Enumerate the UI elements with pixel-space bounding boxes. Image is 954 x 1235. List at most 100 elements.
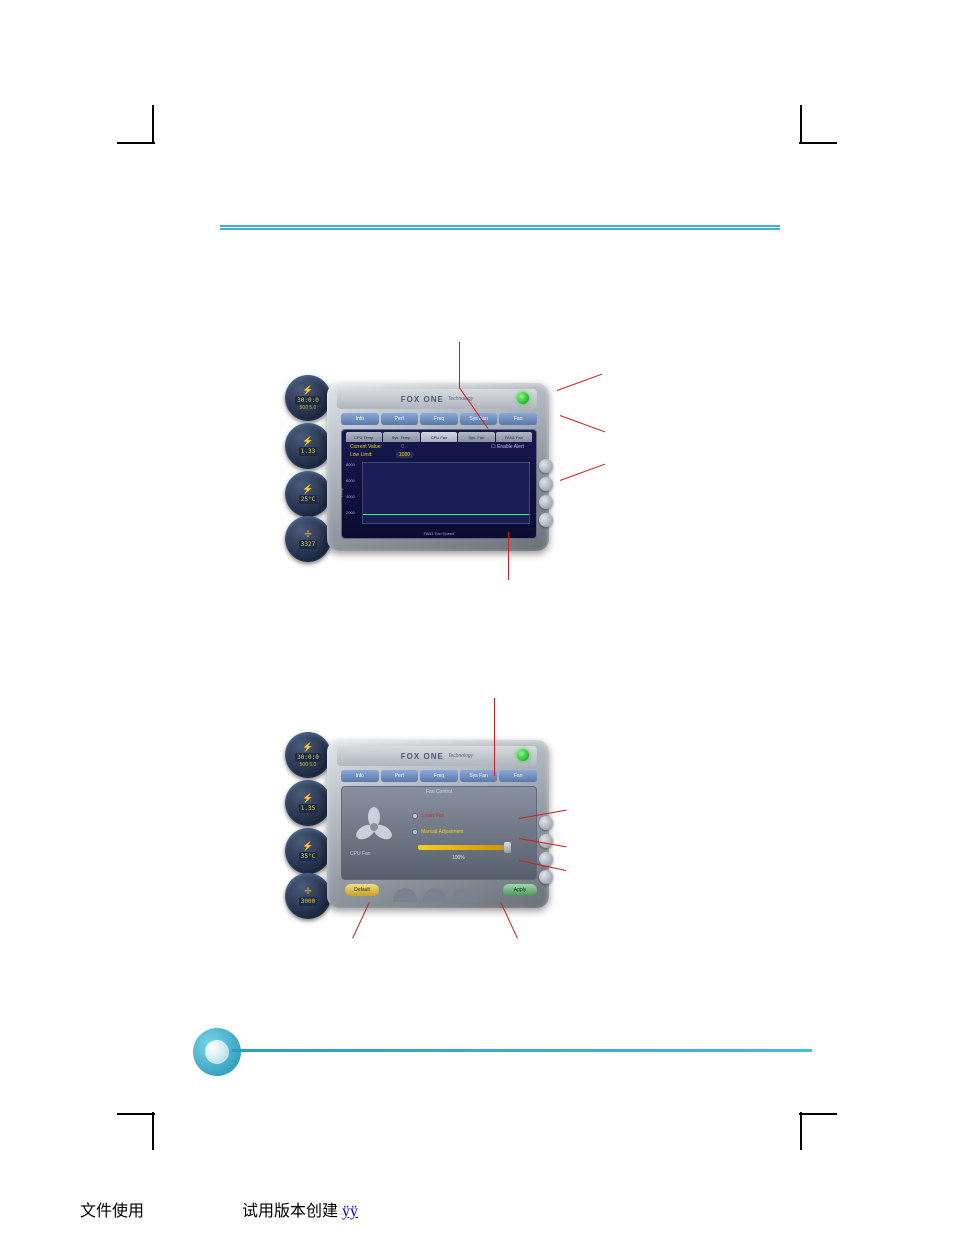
- radio-icon: [412, 829, 418, 835]
- ytick: 4000: [346, 494, 355, 499]
- gauge-value: 3327: [299, 540, 317, 549]
- fan-control-screen: Fan Control CPU Fan Smart Fan Manual Adj…: [341, 786, 537, 880]
- main-tab-row: Info Perf Freq Sys Fan Fan: [341, 770, 537, 784]
- crop-mark: [800, 1112, 802, 1150]
- current-value-row: Current Value: 0: [350, 444, 404, 450]
- chart-tab-systemp[interactable]: Sys. Temp.: [383, 432, 419, 442]
- side-knob[interactable]: [539, 459, 553, 473]
- fan-speed-slider[interactable]: [418, 845, 508, 850]
- chart-y-axis: 8000 6000 4000 2000: [346, 462, 360, 524]
- gauge-clock: ⚡ 30:0:0 500 5.0: [285, 732, 331, 778]
- tab-perf[interactable]: Perf: [381, 413, 419, 425]
- low-limit-row: Low Limit: 1000: [350, 452, 413, 458]
- callout-line: [557, 374, 602, 391]
- default-button[interactable]: Default: [345, 884, 379, 896]
- apply-button[interactable]: Apply: [503, 884, 537, 896]
- callout-line: [459, 342, 460, 388]
- footer-link[interactable]: ÿÿ: [342, 1203, 358, 1220]
- gauge-voltage: ⚡ 1.33: [285, 423, 331, 469]
- side-knob[interactable]: [539, 870, 553, 884]
- callout-line: [494, 698, 495, 776]
- slider-thumb-icon[interactable]: [504, 842, 511, 853]
- gauge-temp: ⚡ 35°C: [285, 828, 331, 874]
- manual-adj-radio[interactable]: Manual Adjustment: [412, 829, 464, 835]
- smart-fan-label: Smart Fan: [421, 813, 444, 819]
- main-tab-row: Info Perf Freq Sys Fan Fan: [341, 413, 537, 427]
- tab-fan[interactable]: Fan: [499, 413, 537, 425]
- gauge-clock: ⚡ 30:0:0 500 5.0: [285, 375, 331, 421]
- chart-plot-area: [362, 462, 530, 524]
- current-value: 0: [401, 444, 404, 450]
- gauge-sub: 500 5.0: [300, 405, 317, 411]
- lightning-icon: ⚡: [302, 385, 313, 396]
- tab-perf[interactable]: Perf: [381, 770, 419, 782]
- side-knob[interactable]: [539, 495, 553, 509]
- device-header: FOX ONE Technology: [337, 389, 537, 409]
- gauge-value: 30:0:0: [295, 753, 321, 762]
- crop-mark: [152, 1112, 154, 1150]
- chart-tab-cpufan[interactable]: CPU Fan: [421, 432, 457, 442]
- gauge-value: 3000: [299, 897, 317, 906]
- smart-fan-radio[interactable]: Smart Fan: [412, 813, 444, 819]
- tab-freq[interactable]: Freq: [420, 770, 458, 782]
- fan-icon: ✢: [304, 529, 312, 540]
- lightning-icon: ⚡: [302, 793, 313, 804]
- brand-logo: FOX ONE: [401, 752, 444, 761]
- enable-alert-checkbox[interactable]: ☐ Enable Alert: [491, 444, 524, 450]
- crop-mark: [152, 105, 154, 143]
- callout-line: [560, 415, 605, 432]
- device-panel-alert: ⚡ 30:0:0 500 5.0 ⚡ 1.33 ⚡ 25°C ✢ 3327 FO…: [285, 375, 557, 555]
- gauge-value: 35°C: [299, 852, 317, 861]
- gauge-rpm: ✢ 3000: [285, 873, 331, 919]
- footer-text-left: 文件使用: [80, 1203, 144, 1220]
- radio-icon: [412, 813, 418, 819]
- lightning-icon: ⚡: [302, 841, 313, 852]
- gauge-value: 30:0:0: [295, 396, 321, 405]
- lightning-icon: ⚡: [302, 436, 313, 447]
- enable-alert-label: Enable Alert: [497, 444, 524, 450]
- side-knob[interactable]: [539, 816, 553, 830]
- low-limit-input[interactable]: 1000: [396, 452, 413, 458]
- chart-tab-sysfan[interactable]: Sys. Fan: [458, 432, 494, 442]
- ytick: 2000: [346, 510, 355, 515]
- fan-control-title: Fan Control: [342, 789, 536, 795]
- chart-y-label: Temp: [338, 488, 343, 498]
- footer-text-mid: 试用版本创建: [242, 1203, 338, 1220]
- crop-mark: [117, 142, 155, 144]
- page-footer: 文件使用 试用版本创建 ÿÿ: [80, 1197, 358, 1221]
- chart-series-line: [363, 514, 529, 515]
- manual-adj-label: Manual Adjustment: [421, 829, 464, 835]
- ytick: 8000: [346, 462, 355, 467]
- side-knob[interactable]: [539, 513, 553, 527]
- section-divider: [220, 225, 780, 230]
- fan-icon: ✢: [304, 886, 312, 897]
- chart-tab-cputemp[interactable]: CPU Temp.: [346, 432, 382, 442]
- side-knob[interactable]: [539, 477, 553, 491]
- tab-sysfan[interactable]: Sys Fan: [460, 770, 498, 782]
- lightning-icon: ⚡: [302, 484, 313, 495]
- gear-decoration-icon: [385, 882, 485, 902]
- tab-info[interactable]: Info: [341, 770, 379, 782]
- device-header: FOX ONE Technology: [337, 746, 537, 766]
- fan-blade-icon: [354, 807, 394, 847]
- gauge-sub: 500 5.0: [300, 762, 317, 768]
- current-value-label: Current Value:: [350, 444, 382, 450]
- tab-freq[interactable]: Freq: [420, 413, 458, 425]
- page-footer-rule: [232, 1049, 812, 1052]
- power-led-icon: [517, 749, 529, 761]
- tab-info[interactable]: Info: [341, 413, 379, 425]
- chart-tab-row: CPU Temp. Sys. Temp. CPU Fan Sys. Fan FA…: [346, 432, 532, 442]
- slider-value-label: 100%: [452, 855, 465, 861]
- ytick: 6000: [346, 478, 355, 483]
- callout-line: [560, 464, 605, 481]
- chart-tab-fan1[interactable]: FAN1 Fan: [496, 432, 532, 442]
- gauge-voltage: ⚡ 1.35: [285, 780, 331, 826]
- crop-mark: [799, 142, 837, 144]
- low-limit-label: Low Limit:: [350, 452, 373, 458]
- tab-fan[interactable]: Fan: [499, 770, 537, 782]
- fan-name-label: CPU Fan: [350, 851, 371, 857]
- gauge-temp: ⚡ 25°C: [285, 471, 331, 517]
- brand-sub: Technology: [448, 753, 473, 759]
- device-panel-fan-control: ⚡ 30:0:0 500 5.0 ⚡ 1.35 ⚡ 35°C ✢ 3000 FO…: [285, 732, 557, 912]
- gauge-value: 1.33: [299, 447, 317, 456]
